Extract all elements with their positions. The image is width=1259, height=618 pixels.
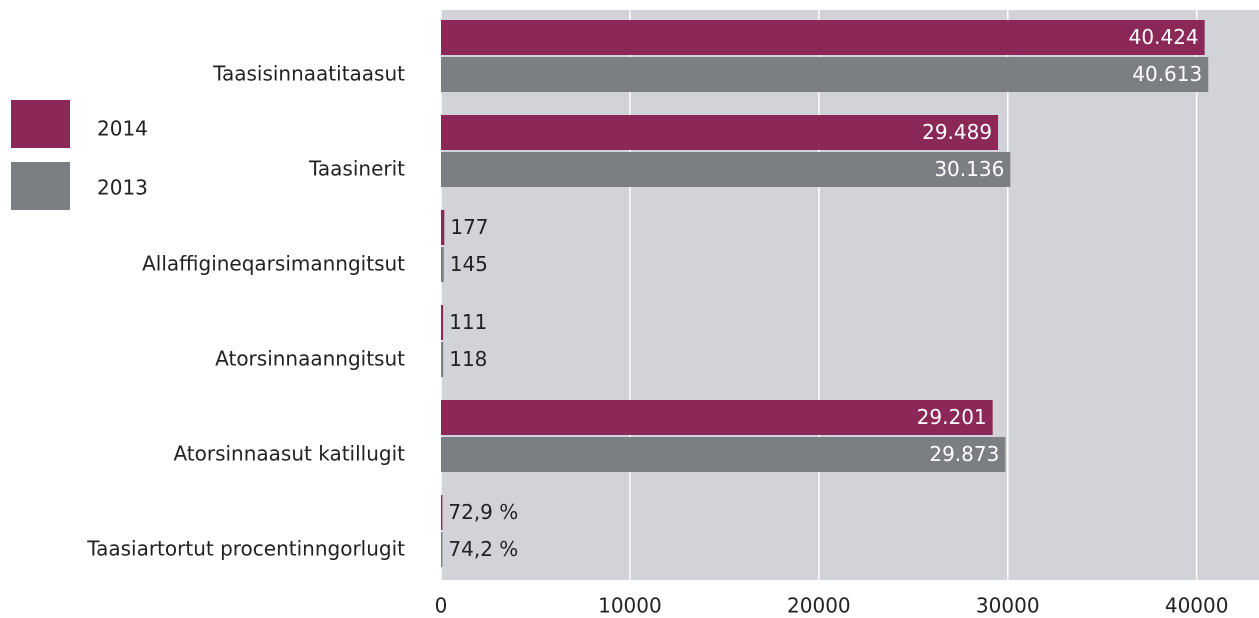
legend-label: 2014 (97, 117, 148, 141)
value-label: 40.613 (1132, 62, 1202, 86)
value-label: 40.424 (1129, 25, 1199, 49)
legend-swatch (11, 100, 70, 148)
x-tick-label: 20000 (787, 594, 851, 618)
category-label: Atorsinnaasut katillugit (173, 442, 405, 466)
x-tick-label: 30000 (976, 594, 1040, 618)
legend-swatch (11, 162, 70, 210)
category-label: Allaffigineqarsimanngitsut (142, 252, 405, 276)
value-label: 145 (450, 252, 488, 276)
category-label: Taasiartortut procentinngorlugit (86, 537, 405, 561)
value-label: 111 (449, 310, 487, 334)
x-tick-label: 0 (435, 594, 448, 618)
bar (441, 57, 1209, 92)
category-label: Taasinerit (308, 157, 405, 181)
bar (441, 342, 444, 377)
bar (441, 400, 993, 435)
bar (441, 247, 444, 282)
plot-background (441, 10, 1259, 580)
value-label: 30.136 (934, 157, 1004, 181)
x-tick-label: 40000 (1165, 594, 1229, 618)
value-label: 72,9 % (448, 500, 518, 524)
value-label: 177 (450, 215, 488, 239)
bar (441, 210, 445, 245)
bar (441, 115, 999, 150)
x-tick-label: 10000 (598, 594, 662, 618)
bar (441, 437, 1006, 472)
bar (441, 532, 443, 567)
category-label: Taasisinnaatitaasut (212, 62, 405, 86)
category-label: Atorsinnaanngitsut (215, 347, 405, 371)
value-label: 118 (449, 347, 487, 371)
bar (441, 495, 443, 530)
bar (441, 20, 1205, 55)
legend-label: 2013 (97, 176, 148, 200)
value-label: 29.873 (929, 442, 999, 466)
value-label: 74,2 % (448, 537, 518, 561)
value-label: 29.201 (917, 405, 987, 429)
value-label: 29.489 (922, 120, 992, 144)
bar (441, 305, 444, 340)
bar (441, 152, 1011, 187)
